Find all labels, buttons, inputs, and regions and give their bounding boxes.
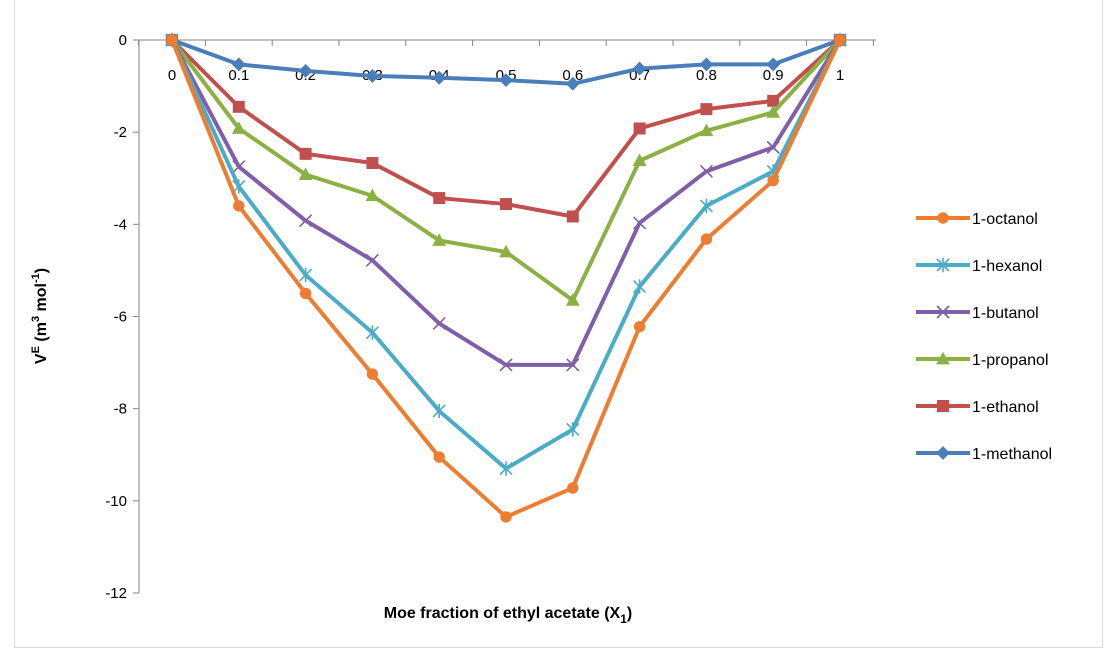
legend-item: 1-ethanol xyxy=(916,399,1039,416)
data-point xyxy=(365,188,380,202)
data-point xyxy=(499,73,513,87)
data-point xyxy=(299,267,313,283)
legend-label: 1-propanol xyxy=(972,352,1049,369)
data-point xyxy=(936,257,950,273)
data-point xyxy=(699,123,714,137)
legend-item: 1-propanol xyxy=(916,351,1049,369)
data-point xyxy=(767,174,779,187)
x-tick-label: 0.9 xyxy=(763,67,784,84)
data-point xyxy=(233,200,245,212)
data-point xyxy=(232,160,246,174)
legend-item: 1-octanol xyxy=(916,211,1038,228)
data-point xyxy=(231,121,246,134)
data-point xyxy=(433,451,445,463)
data-point xyxy=(499,358,513,372)
data-point xyxy=(366,368,379,380)
data-point xyxy=(633,279,647,294)
data-point xyxy=(566,210,579,223)
data-point xyxy=(499,461,513,476)
data-point xyxy=(432,403,446,419)
data-point xyxy=(632,61,647,76)
legend-label: 1-ethanol xyxy=(972,399,1039,416)
chart-frame xyxy=(14,0,1103,648)
y-axis: 0 -2 -4 -6 -8 -10 -12 xyxy=(105,32,140,602)
data-point xyxy=(166,34,178,46)
data-point xyxy=(499,244,513,258)
data-point xyxy=(432,233,447,246)
data-point xyxy=(632,153,647,167)
data-point xyxy=(299,147,312,160)
y-tick-label: -2 xyxy=(114,124,127,141)
data-point xyxy=(566,358,580,372)
data-point xyxy=(633,320,646,333)
series-line xyxy=(170,39,842,519)
series-1-hexanol xyxy=(165,32,847,476)
legend-label: 1-octanol xyxy=(972,211,1038,228)
data-point xyxy=(937,212,949,224)
data-point xyxy=(565,76,580,91)
data-point xyxy=(365,325,379,340)
data-point xyxy=(365,69,380,83)
data-point xyxy=(565,293,580,306)
x-tick-label: 1 xyxy=(836,67,844,84)
data-point xyxy=(767,94,780,107)
data-point xyxy=(299,214,313,228)
data-point xyxy=(232,100,245,113)
data-point xyxy=(365,253,379,267)
data-point xyxy=(433,192,446,205)
x-tick-label: 0.1 xyxy=(228,67,249,84)
series-container xyxy=(165,32,847,523)
data-point xyxy=(299,287,312,300)
legend-item: 1-butanol xyxy=(916,305,1039,322)
data-point xyxy=(700,233,713,245)
y-tick-label: -10 xyxy=(105,493,127,510)
x-tick-label: 0 xyxy=(168,67,176,84)
legend-label: 1-hexanol xyxy=(972,258,1042,275)
y-tick-label: -12 xyxy=(105,585,127,602)
data-point xyxy=(936,446,950,460)
data-point xyxy=(232,179,246,194)
data-point xyxy=(298,63,313,78)
data-point xyxy=(231,57,246,72)
data-point xyxy=(298,167,313,180)
data-point xyxy=(366,157,379,170)
legend-label: 1-methanol xyxy=(972,446,1052,463)
x-tick-label: 0.8 xyxy=(696,67,717,84)
data-point xyxy=(699,164,713,178)
data-point xyxy=(937,400,949,412)
data-point xyxy=(766,140,780,154)
legend-label: 1-butanol xyxy=(972,305,1039,322)
y-tick-label: -6 xyxy=(114,309,127,326)
data-point xyxy=(432,70,447,85)
data-point xyxy=(936,351,950,365)
series-1-ethanol xyxy=(166,34,846,223)
data-point xyxy=(766,57,781,72)
legend: 1-octanol 1-hexanol 1-butanol 1-propanol 1-e… xyxy=(916,211,1052,463)
data-point xyxy=(936,305,950,319)
data-point xyxy=(699,57,714,72)
data-point xyxy=(500,511,512,523)
y-tick-label: -4 xyxy=(114,216,127,233)
data-point xyxy=(699,198,713,214)
data-point xyxy=(766,105,781,118)
data-point xyxy=(834,34,846,46)
data-point xyxy=(566,422,580,437)
y-tick-label: 0 xyxy=(119,32,127,49)
x-axis-title: Moe fraction of ethyl acetate (X1) xyxy=(384,605,633,626)
data-point xyxy=(633,122,646,135)
data-point xyxy=(432,316,446,330)
data-point xyxy=(567,482,579,494)
y-tick-label: -8 xyxy=(114,401,127,418)
legend-item: 1-methanol xyxy=(916,446,1052,463)
data-point xyxy=(633,216,647,230)
x-tick-label: 0.6 xyxy=(562,67,583,84)
data-point xyxy=(700,103,713,116)
series-1-methanol xyxy=(165,33,847,91)
data-point xyxy=(500,198,512,211)
y-axis-title: VE (m3 mol-1) xyxy=(30,268,50,364)
series-1-octanol xyxy=(166,34,846,523)
legend-item: 1-hexanol xyxy=(916,257,1042,275)
